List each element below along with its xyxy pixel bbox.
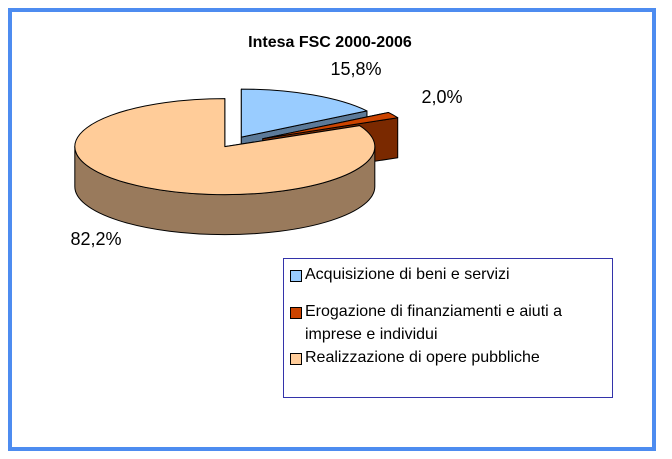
data-label: 82,2%	[70, 229, 121, 249]
frame	[8, 8, 656, 451]
chart-title: Intesa FSC 2000-2006	[248, 34, 412, 51]
legend-item: Erogazione di finanziamenti e aiuti a im…	[290, 300, 610, 346]
data-label: 15,8%	[330, 59, 381, 79]
legend-swatch	[290, 307, 302, 319]
slice	[262, 111, 399, 140]
legend-swatch	[290, 353, 302, 365]
legend: Acquisizione di beni e servizi Erogazione…	[283, 258, 613, 398]
legend-item: Realizzazione di opere pubbliche	[290, 346, 606, 369]
slice	[240, 88, 368, 138]
legend-label: Erogazione di finanziamenti e aiuti a im…	[305, 303, 563, 343]
legend-swatch	[290, 270, 302, 282]
slice	[74, 98, 376, 196]
data-label: 2,0%	[421, 87, 462, 107]
legend-label: Acquisizione di beni e servizi	[305, 266, 510, 283]
legend-label: Realizzazione di opere pubbliche	[305, 349, 540, 366]
legend-item: Acquisizione di beni e servizi	[290, 263, 606, 286]
